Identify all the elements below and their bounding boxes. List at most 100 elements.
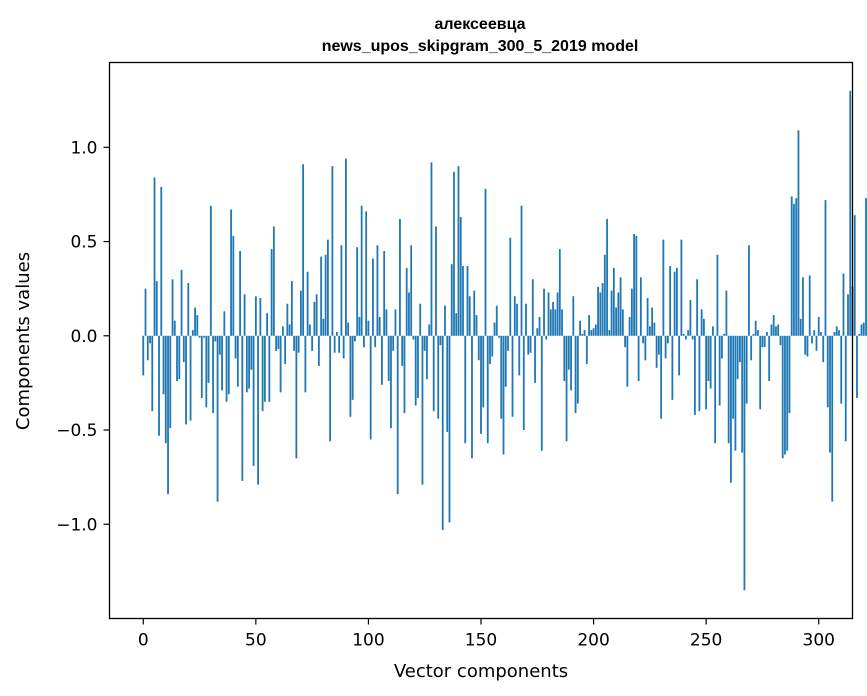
bar-172 <box>529 335 532 353</box>
bar-290 <box>795 198 798 336</box>
bar-105 <box>378 316 381 336</box>
bar-195 <box>581 333 584 336</box>
bar-141 <box>459 217 462 336</box>
bar-173 <box>531 279 534 336</box>
bar-252 <box>709 335 712 389</box>
bar-175 <box>536 328 539 336</box>
y-tick-label: −0.5 <box>56 421 97 441</box>
bar-57 <box>270 249 273 336</box>
bar-143 <box>464 335 467 444</box>
bar-65 <box>288 324 291 336</box>
bar-221 <box>639 277 642 336</box>
bar-154 <box>489 335 491 365</box>
bar-289 <box>793 203 795 336</box>
bar-97 <box>360 205 363 336</box>
bar-206 <box>606 218 608 336</box>
bar-301 <box>820 332 822 336</box>
bar-308 <box>835 326 838 336</box>
bar-251 <box>707 335 710 382</box>
bar-258 <box>723 333 726 336</box>
bar-54 <box>263 335 266 402</box>
bar-176 <box>538 316 541 336</box>
bar-89 <box>342 335 345 359</box>
y-tick-label: 0.5 <box>70 233 97 253</box>
bar-49 <box>252 335 255 466</box>
bar-283 <box>779 335 782 346</box>
bar-0 <box>142 335 145 376</box>
bar-147 <box>473 290 476 336</box>
bar-309 <box>838 330 840 336</box>
bar-66 <box>290 281 293 336</box>
x-tick-label: 250 <box>690 631 722 651</box>
bar-55 <box>266 313 269 336</box>
bar-269 <box>748 245 750 336</box>
bar-26 <box>200 335 203 398</box>
bar-271 <box>752 333 755 336</box>
bar-2 <box>146 335 149 361</box>
bar-267 <box>743 335 746 591</box>
bar-41 <box>234 335 237 359</box>
bar-318 <box>858 333 861 336</box>
bar-255 <box>716 254 719 336</box>
bar-203 <box>599 292 602 336</box>
bar-266 <box>741 335 744 453</box>
bar-95 <box>356 247 359 336</box>
bar-162 <box>507 335 509 351</box>
bar-111 <box>392 335 395 351</box>
bar-180 <box>547 292 550 336</box>
bar-233 <box>666 335 669 344</box>
bar-223 <box>644 335 647 361</box>
bar-209 <box>612 267 615 336</box>
bar-279 <box>770 324 773 336</box>
bar-208 <box>610 290 613 336</box>
bar-313 <box>847 294 849 336</box>
bar-241 <box>684 335 687 340</box>
bar-196 <box>583 330 586 336</box>
bar-137 <box>450 264 453 336</box>
bar-188 <box>565 335 568 442</box>
bar-31 <box>212 335 214 414</box>
bar-48 <box>250 335 253 370</box>
x-tick-label: 100 <box>352 631 384 651</box>
bar-243 <box>689 299 692 336</box>
bar-168 <box>520 205 523 336</box>
bar-278 <box>768 335 771 382</box>
bar-293 <box>802 277 804 336</box>
bar-74 <box>308 324 311 336</box>
bar-231 <box>662 239 665 336</box>
bar-236 <box>673 271 676 336</box>
y-tick-label: −1.0 <box>56 515 97 535</box>
bar-226 <box>651 307 654 336</box>
bar-119 <box>410 245 413 336</box>
bar-274 <box>759 335 762 410</box>
bar-184 <box>556 292 559 336</box>
bar-11 <box>167 335 169 495</box>
bar-59 <box>275 335 278 351</box>
bar-20 <box>187 283 190 336</box>
x-axis-ticks: 0 50 100 150 200 250 300 <box>138 618 835 651</box>
bar-277 <box>766 332 768 336</box>
bar-123 <box>419 303 422 336</box>
bar-38 <box>227 335 230 395</box>
bar-164 <box>511 335 514 417</box>
y-tick-label: 1.0 <box>70 138 97 158</box>
bar-36 <box>223 311 226 336</box>
bar-276 <box>763 335 766 348</box>
bar-280 <box>772 315 775 336</box>
bar-120 <box>412 335 415 340</box>
bar-183 <box>554 309 557 336</box>
bar-53 <box>261 335 264 412</box>
bar-295 <box>806 335 809 357</box>
bar-275 <box>761 335 764 348</box>
bar-42 <box>236 335 239 387</box>
bar-242 <box>687 330 690 336</box>
bar-294 <box>804 335 807 355</box>
bar-47 <box>248 335 250 389</box>
bar-222 <box>642 335 645 344</box>
bar-217 <box>630 288 633 336</box>
bar-298 <box>813 330 816 336</box>
bar-287 <box>788 335 791 414</box>
bar-284 <box>781 335 784 459</box>
y-tick-label: 0.0 <box>70 327 97 347</box>
bar-171 <box>527 335 530 355</box>
